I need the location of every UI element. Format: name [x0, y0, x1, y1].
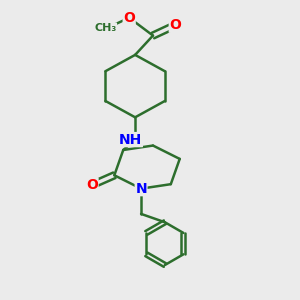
Text: CH₃: CH₃ — [94, 23, 116, 33]
Text: N: N — [135, 182, 147, 196]
Text: O: O — [169, 18, 181, 32]
Text: O: O — [123, 11, 135, 25]
Text: NH: NH — [119, 133, 142, 147]
Text: O: O — [86, 178, 98, 192]
